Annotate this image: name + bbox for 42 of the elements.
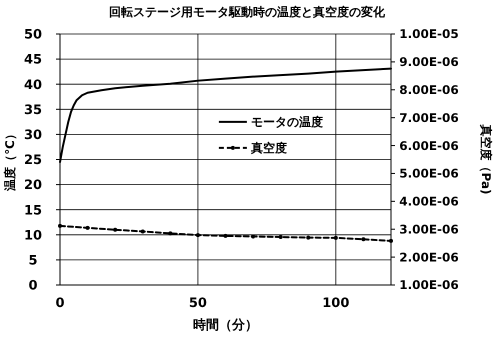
y-tick-label: 0 [28, 278, 38, 294]
y-tick-label: 30 [24, 128, 42, 143]
y2-tick-label: 4.00E-06 [399, 194, 459, 209]
point [278, 235, 283, 240]
legend-label: モータの温度 [250, 115, 323, 130]
y-tick-label: 20 [24, 178, 42, 194]
point [58, 224, 62, 228]
x-tick-label: 50 [188, 296, 207, 311]
point [334, 236, 338, 240]
y2-axis-title: 真空度（Pa) [479, 123, 493, 195]
y-tick-label: 45 [24, 52, 42, 68]
point [361, 237, 366, 242]
point [389, 238, 393, 243]
y-tick-label: 50 [24, 28, 42, 43]
point [168, 231, 172, 236]
y2-tick-label: 2.00E-06 [399, 250, 459, 264]
chart-title: 回転ステージ用モータ駆動時の温度と真空度の変化 [109, 5, 386, 19]
x-tick-label: 0 [55, 296, 65, 311]
point [196, 233, 200, 238]
point [113, 228, 118, 232]
x-axis-title: 時間（分） [193, 318, 258, 333]
y2-tick-label: 7.00E-06 [399, 110, 459, 125]
y2-tick-label: 8.00E-06 [399, 82, 459, 97]
y-tick-label: 10 [24, 228, 42, 244]
y-tick-label: 35 [24, 102, 42, 118]
point [86, 226, 90, 230]
y2-tick-label: 5.00E-06 [399, 166, 459, 181]
y-tick-label: 5 [28, 253, 38, 268]
y-tick-label: 40 [24, 78, 42, 93]
y2-tick-label: 9.00E-06 [399, 55, 459, 70]
point [224, 234, 228, 238]
y2-tick-label: 1.00E-05 [399, 27, 459, 42]
y-tick-label: 25 [24, 153, 42, 168]
y2-tick-label: 1.00E-06 [399, 278, 459, 292]
y2-tick-label: 3.00E-06 [399, 222, 459, 236]
y2-tick-label: 6.00E-06 [399, 138, 459, 153]
point [140, 229, 145, 234]
legend-label: 真空度 [250, 141, 287, 156]
point [306, 236, 310, 240]
y-axis-title: 温度（℃） [3, 128, 17, 192]
x-tick-label: 100 [322, 296, 350, 311]
y-tick-label: 15 [24, 203, 42, 218]
